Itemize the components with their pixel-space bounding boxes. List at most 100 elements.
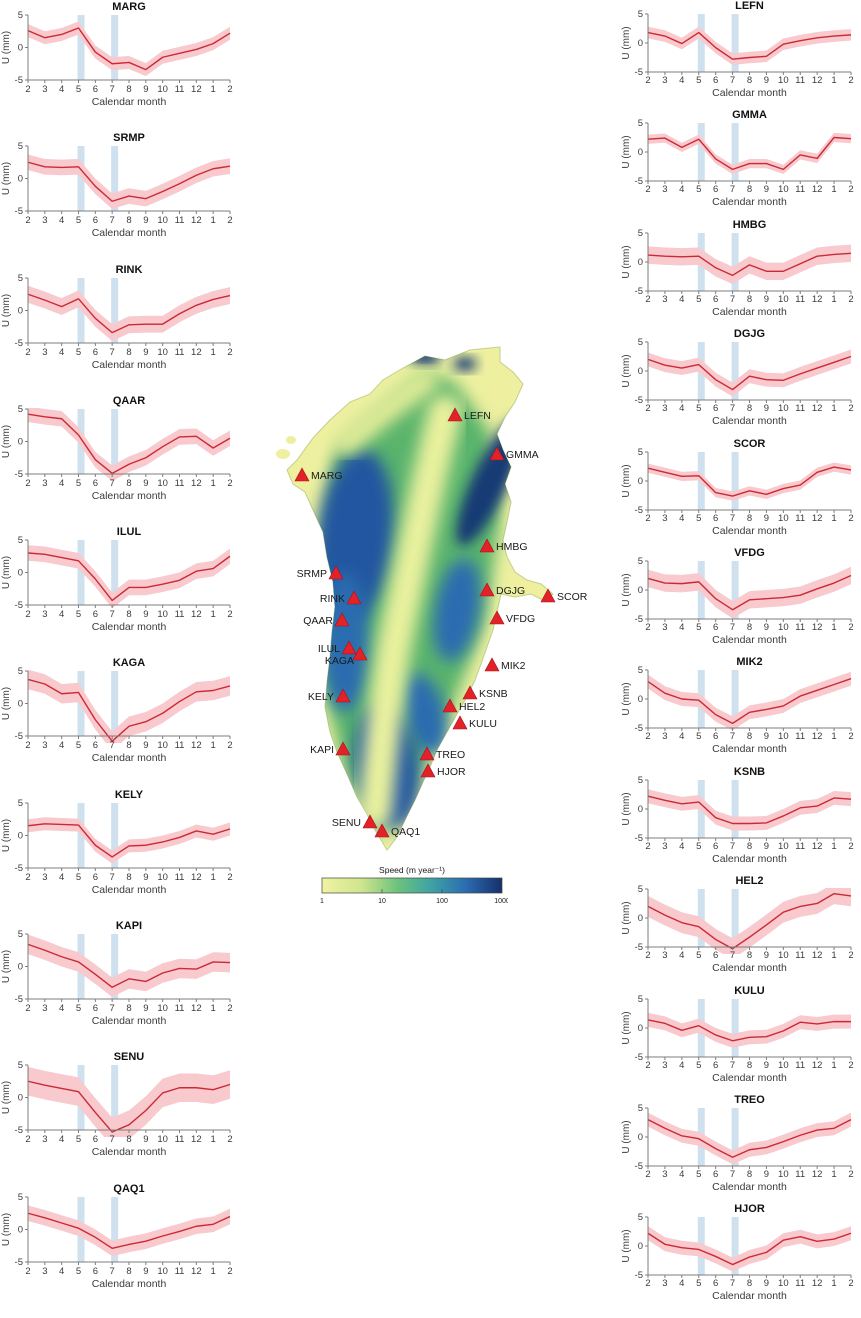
station-label: QAQ1: [391, 826, 420, 838]
x-tick-label: 9: [764, 403, 769, 414]
confidence-band: [648, 26, 851, 66]
x-tick-label: 10: [157, 215, 168, 226]
station-label: SRMP: [297, 568, 327, 580]
x-tick-label: 11: [795, 1060, 805, 1071]
chart-title: DGJG: [734, 328, 765, 340]
y-tick-label: 0: [18, 830, 23, 841]
chart-KULU: 5 0 -5 2 3 4 5 6 7 8 9 10 11 12 1 2 KULU Calendar month U …: [620, 985, 861, 1094]
station-triangle-icon: [335, 688, 351, 703]
chart-title: TREO: [734, 1094, 765, 1106]
station-marker-SENU: SENU: [332, 814, 378, 829]
x-tick-label: 2: [848, 1278, 853, 1289]
y-tick-label: 5: [638, 556, 643, 567]
y-axis-label: U (mm): [621, 245, 632, 278]
x-tick-label: 4: [679, 294, 684, 305]
x-tick-label: 11: [175, 84, 185, 95]
x-tick-label: 6: [713, 75, 718, 86]
y-tick-label: 0: [638, 1241, 643, 1252]
y-axis-label: U (mm): [621, 573, 632, 606]
chart-HEL2: 5 0 -5 2 3 4 5 6 7 8 9 10 11 12 1 2 HEL2 Calendar month U …: [620, 875, 861, 984]
x-tick-label: 3: [42, 478, 47, 489]
confidence-band: [28, 285, 230, 341]
axes: [647, 451, 851, 511]
station-marker-KULU: KULU: [452, 715, 497, 730]
x-tick-label: 7: [110, 872, 115, 883]
station-label: HJOR: [437, 766, 466, 778]
station-marker-KAGA: KAGA: [325, 646, 368, 667]
chart-KAGA: 5 0 -5 2 3 4 5 6 7 8 9 10 11 12 1 2 KAGA Calendar month U …: [0, 656, 240, 787]
x-axis-label: Calendar month: [92, 491, 167, 502]
x-tick-label: 2: [25, 478, 30, 489]
y-axis-label: U (mm): [1, 31, 12, 64]
mean-line: [647, 678, 852, 725]
map-island: [286, 436, 296, 444]
x-tick-label: 2: [645, 1060, 650, 1071]
chart-QAQ1: 5 0 -5 2 3 4 5 6 7 8 9 10 11 12 1 2 QAQ1 Calendar month U …: [0, 1182, 240, 1313]
x-tick-label: 1: [831, 841, 836, 852]
x-tick-label: 3: [42, 347, 47, 358]
axes: [647, 1217, 851, 1276]
station-marker-LEFN: LEFN: [447, 407, 491, 422]
x-tick-label: 3: [662, 841, 667, 852]
confidence-band: [28, 407, 230, 481]
y-tick-label: 5: [638, 666, 643, 677]
station-label: SENU: [332, 817, 361, 829]
mean-line: [647, 1018, 851, 1041]
x-tick-label: 11: [175, 1134, 185, 1145]
x-tick-label: 8: [126, 1003, 131, 1014]
x-tick-label: 2: [645, 513, 650, 524]
chart-SCOR: 5 0 -5 2 3 4 5 6 7 8 9 10 11 12 1 2 SCOR Calendar month U …: [620, 438, 861, 547]
highlight-band-month-5: [697, 123, 705, 182]
y-tick-label: 5: [18, 929, 23, 940]
y-tick-label: 0: [638, 38, 643, 49]
x-tick-label: 6: [93, 1134, 98, 1145]
x-tick-label: 12: [191, 84, 202, 95]
y-axis-label: U (mm): [1, 425, 12, 458]
x-tick-label: 1: [831, 294, 836, 305]
x-tick-label: 2: [227, 215, 232, 226]
x-tick-label: 9: [143, 609, 148, 620]
x-tick-label: 2: [645, 841, 650, 852]
x-tick-label: 11: [795, 513, 805, 524]
x-tick-label: 9: [764, 950, 769, 961]
x-tick-label: 5: [696, 622, 701, 633]
x-tick-label: 4: [59, 84, 64, 95]
station-label: VFDG: [506, 613, 535, 625]
y-tick-label: 5: [18, 10, 23, 21]
x-tick-label: 12: [812, 1278, 823, 1289]
station-triangle-icon: [489, 446, 505, 461]
y-tick-label: 0: [18, 174, 23, 185]
y-tick-label: 5: [638, 228, 643, 239]
x-tick-label: 4: [679, 622, 684, 633]
x-tick-label: 2: [25, 1134, 30, 1145]
x-tick-label: 11: [795, 403, 805, 414]
x-axis-label: Calendar month: [712, 1182, 787, 1193]
x-tick-label: 5: [76, 740, 81, 751]
x-tick-label: 1: [831, 622, 836, 633]
y-tick-label: -5: [635, 286, 643, 297]
x-tick-label: 11: [795, 950, 805, 961]
x-tick-label: 4: [679, 403, 684, 414]
x-tick-label: 2: [227, 1266, 232, 1277]
chart-title: KULU: [734, 985, 765, 997]
x-tick-label: 6: [713, 403, 718, 414]
x-tick-label: 10: [778, 1169, 789, 1180]
y-tick-label: -5: [15, 338, 23, 349]
x-tick-label: 10: [778, 184, 789, 195]
highlight-band-month-7: [111, 14, 119, 80]
y-tick-label: -5: [635, 505, 643, 516]
x-tick-label: 9: [143, 84, 148, 95]
chart-title: GMMA: [732, 109, 767, 121]
x-tick-label: 2: [645, 1278, 650, 1289]
y-tick-label: 0: [638, 913, 643, 924]
mean-line: [27, 552, 231, 602]
y-tick-label: -5: [15, 75, 23, 86]
x-tick-label: 2: [645, 75, 650, 86]
x-tick-label: 7: [730, 403, 735, 414]
highlight-band-month-7: [111, 802, 119, 868]
x-tick-label: 5: [76, 1003, 81, 1014]
